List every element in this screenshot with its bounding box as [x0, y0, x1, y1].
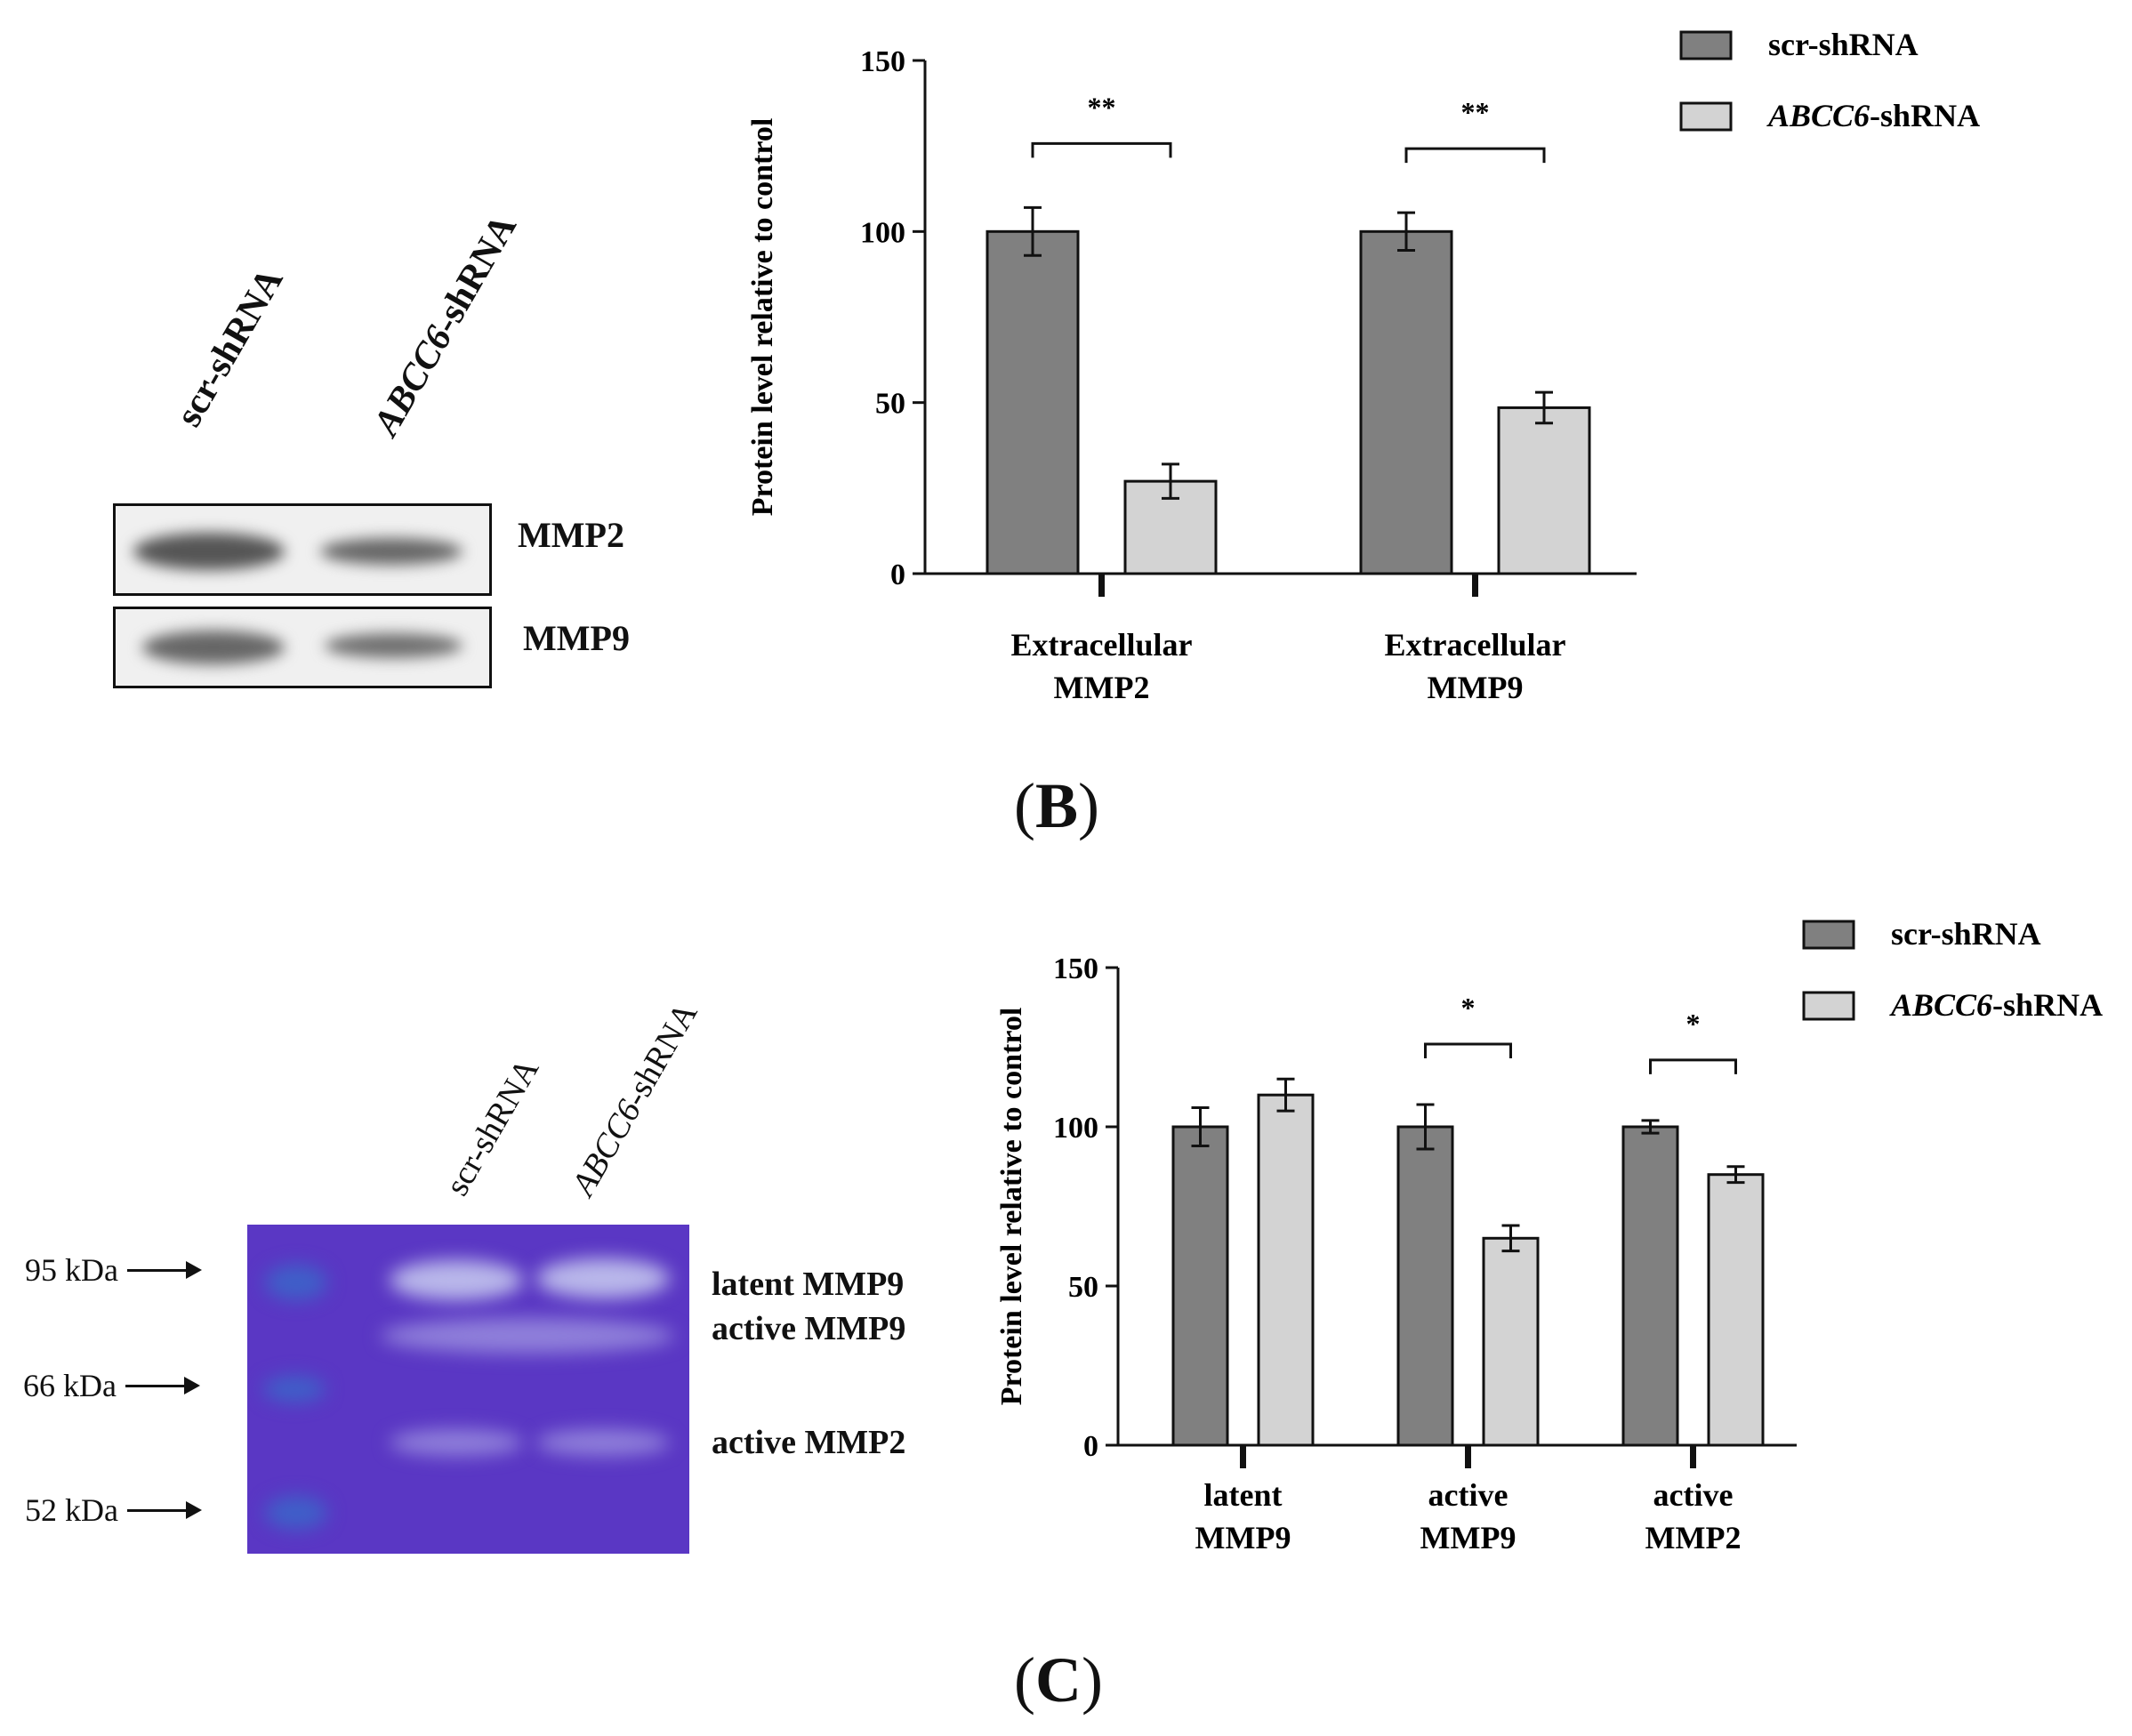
marker-66kda: 66 kDa: [23, 1367, 200, 1404]
marker-52kda: 52 kDa: [25, 1491, 202, 1529]
chart-b-bar-abcc6: [1497, 406, 1591, 575]
chart-b-category-label: Extracellular: [1011, 627, 1193, 663]
chart-c-ytick-label: 0: [1083, 1430, 1098, 1463]
chart-b: 0 50 100 150 Protein level relative to contr…: [746, 27, 1980, 705]
chart-b-significance-bracket: [1404, 147, 1546, 164]
chart-b-legend-swatch: [1679, 30, 1733, 60]
arrow-icon: [126, 1260, 202, 1279]
chart-c-bar-scr: [1396, 1125, 1454, 1447]
blot-row-mmp9: [113, 607, 492, 688]
chart-c-significance-label: *: [1461, 992, 1476, 1024]
gel-band-label-latent-mmp9: latent MMP9: [712, 1266, 905, 1303]
chart-c-significance-bracket: [1424, 1042, 1512, 1058]
gel-band-label-active-mmp2: active MMP2: [712, 1424, 906, 1461]
chart-c-legend-label: scr-shRNA: [1891, 916, 2041, 952]
chart-c-ytick-label: 100: [1053, 1112, 1098, 1145]
chart-b-ytick-label: 50: [875, 388, 905, 421]
chart-b-ylabel: Protein level relative to control: [746, 118, 779, 517]
blot-row-mmp2: [113, 503, 492, 596]
chart-c-category-label: MMP9: [1195, 1520, 1291, 1555]
chart-b-bar-scr: [986, 229, 1080, 575]
blot-row-label-mmp2: MMP2: [518, 515, 624, 555]
marker-95kda: 95 kDa: [25, 1251, 202, 1289]
chart-b-ytick-label: 150: [860, 45, 905, 78]
chart-c-significance-label: *: [1686, 1008, 1701, 1040]
chart-c-significance-bracket: [1649, 1058, 1737, 1074]
chart-b-bar-scr: [1359, 229, 1453, 575]
chart-c-bar-scr: [1621, 1125, 1679, 1447]
chart-c-legend-swatch: [1802, 991, 1855, 1021]
panel-letter-c: (C): [1014, 1644, 1103, 1716]
panel-letter-b: (B): [1014, 770, 1099, 841]
chart-c-category-label: MMP9: [1420, 1520, 1517, 1555]
arrow-icon: [126, 1500, 202, 1519]
chart-c-ylabel: Protein level relative to control: [995, 1008, 1028, 1406]
chart-b-significance-bracket: [1031, 141, 1172, 158]
chart-b-significance-label: **: [1461, 96, 1490, 128]
chart-c-ytick-label: 150: [1053, 952, 1098, 985]
chart-c-legend-label: ABCC6-shRNA: [1889, 987, 2103, 1023]
chart-c-category-label: active: [1653, 1477, 1734, 1513]
chart-c-ytick-label: 50: [1068, 1271, 1098, 1304]
chart-c-category-label: latent: [1204, 1477, 1283, 1513]
gel-image: [247, 1225, 689, 1554]
arrow-icon: [125, 1376, 200, 1394]
chart-b-category-label: Extracellular: [1385, 627, 1566, 663]
chart-c-bar-abcc6: [1707, 1173, 1765, 1447]
chart-b-ytick-label: 0: [890, 559, 905, 591]
chart-c-category-label: active: [1428, 1477, 1508, 1513]
chart-b-significance-label: **: [1088, 91, 1116, 123]
chart-c-bar-abcc6: [1257, 1093, 1315, 1447]
chart-b-legend-label: scr-shRNA: [1768, 27, 1919, 62]
blot-row-label-mmp9: MMP9: [523, 618, 630, 658]
chart-b-legend-label: ABCC6-shRNA: [1766, 98, 1980, 133]
gel-band-label-active-mmp9: active MMP9: [712, 1310, 906, 1347]
chart-c-bar-abcc6: [1482, 1236, 1540, 1447]
chart-b-category-label: MMP9: [1428, 670, 1524, 705]
chart-c-category-label: MMP2: [1645, 1520, 1742, 1555]
chart-b-category-label: MMP2: [1054, 670, 1150, 705]
chart-c-legend-swatch: [1802, 920, 1855, 950]
chart-c-bar-scr: [1171, 1125, 1229, 1447]
chart-b-legend-swatch: [1679, 101, 1733, 132]
chart-b-ytick-label: 100: [860, 216, 905, 249]
